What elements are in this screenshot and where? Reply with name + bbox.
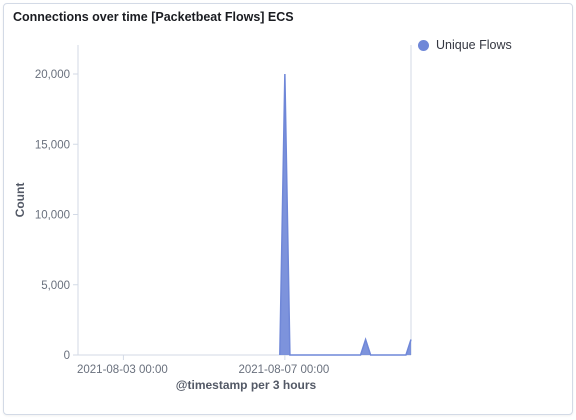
- series-layer: [279, 73, 412, 356]
- series-area-unique-flows[interactable]: [279, 74, 411, 355]
- x-axis-title: @timestamp per 3 hours: [176, 378, 317, 392]
- y-tick-label: 5,000: [41, 280, 70, 292]
- x-tick-label: 2021-08-03 00:00: [77, 364, 168, 376]
- y-axis-ticks: 0 5,000 10,000 15,000 20,000: [35, 69, 78, 362]
- legend-item-unique-flows[interactable]: Unique Flows: [418, 38, 512, 52]
- y-axis-title: Count: [13, 183, 27, 218]
- y-tick-label: 20,000: [35, 69, 70, 81]
- legend-color-dot: [418, 39, 429, 51]
- series-line-unique-flows: [279, 73, 412, 356]
- y-tick-label: 10,000: [35, 210, 70, 222]
- y-tick-label: 15,000: [35, 139, 70, 151]
- x-axis-ticks: 2021-08-03 00:00 2021-08-07 00:00: [77, 355, 329, 376]
- legend-label: Unique Flows: [436, 38, 512, 52]
- panel-title: Connections over time [Packetbeat Flows]…: [13, 10, 294, 24]
- y-tick-label: 0: [64, 350, 70, 362]
- x-tick-label: 2021-08-07 00:00: [238, 364, 329, 376]
